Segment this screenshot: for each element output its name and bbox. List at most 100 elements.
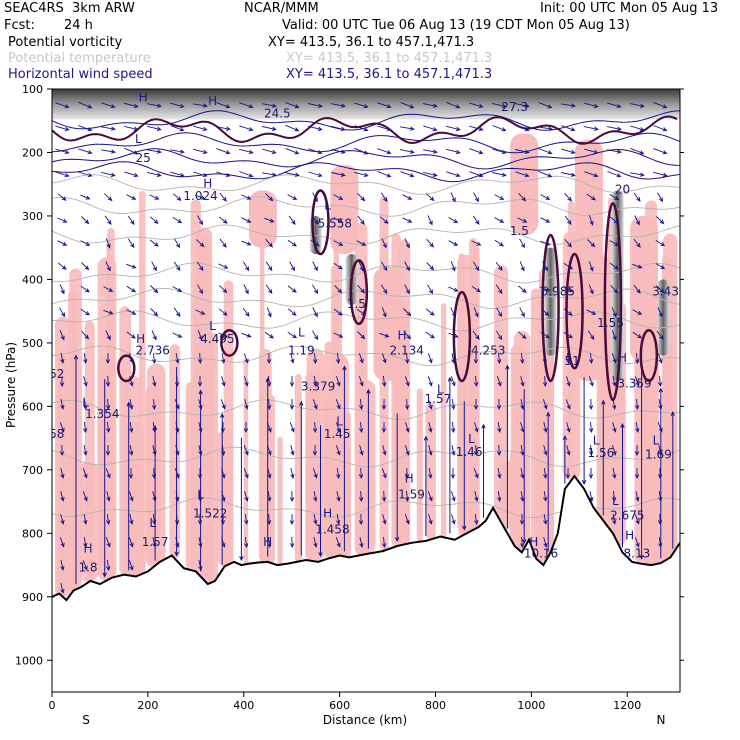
wind-vector <box>497 422 502 433</box>
wind-vector <box>102 379 107 578</box>
wind-vector <box>290 444 295 456</box>
wind-vector <box>289 261 295 272</box>
annotation-label: 3.359 <box>617 376 651 390</box>
wind-vector <box>197 352 203 365</box>
annotation-label: 2.134 <box>390 343 424 357</box>
header-model: SEAC4RS 3km ARW <box>4 1 135 16</box>
wind-vector <box>126 263 137 269</box>
wind-vector <box>426 262 435 271</box>
wind-vector <box>193 103 208 108</box>
wind-vector <box>151 330 157 341</box>
wind-vector <box>60 514 65 525</box>
shade-streak <box>498 459 513 530</box>
wind-vector <box>400 171 415 178</box>
wind-vector <box>333 262 343 270</box>
wind-vector <box>105 261 111 272</box>
wind-vector <box>175 353 180 364</box>
wind-vector <box>633 238 641 248</box>
wind-vector <box>394 413 400 543</box>
wind-vector <box>609 216 619 224</box>
wind-vector <box>336 467 341 480</box>
wind-vector <box>609 194 620 201</box>
wind-vector <box>239 171 254 178</box>
wind-vector <box>543 491 548 502</box>
theta-contour <box>52 174 680 195</box>
theta-contour <box>52 399 680 420</box>
wind-vector <box>612 399 617 410</box>
wind-vector <box>494 217 505 223</box>
wind-vector <box>404 514 410 525</box>
wind-vector <box>581 377 587 485</box>
wind-vector <box>78 171 93 178</box>
wind-vector <box>494 194 505 200</box>
annotation-label: 20 <box>615 183 630 197</box>
shade-streak <box>207 332 218 582</box>
wind-vector <box>129 376 134 387</box>
wind-vector <box>265 261 273 272</box>
wind-vector <box>588 398 594 411</box>
y-tick-label: 500 <box>22 337 43 350</box>
wind-vector <box>83 376 88 387</box>
wind-vector <box>423 149 438 154</box>
wind-vector <box>308 103 323 108</box>
wind-vector <box>450 468 456 480</box>
wind-vector <box>244 376 249 387</box>
wind-vector <box>657 192 664 203</box>
annotation-label: H <box>397 329 406 343</box>
wind-vector <box>354 102 369 109</box>
wind-vector <box>658 353 663 364</box>
wind-vector <box>358 376 364 387</box>
x-tick-label: 1200 <box>613 699 641 712</box>
wind-vector <box>589 444 594 457</box>
wind-vector <box>472 330 480 340</box>
wind-vector <box>519 261 525 272</box>
wind-vector <box>312 261 318 272</box>
wind-vector <box>82 491 88 502</box>
wind-vector <box>218 308 228 316</box>
wind-vector <box>492 172 507 177</box>
wind-vector <box>105 537 111 548</box>
wind-vector <box>239 437 244 562</box>
wind-vector <box>630 172 645 177</box>
annotation-label: 4.253 <box>471 343 505 357</box>
wind-vector <box>331 149 346 154</box>
wind-vector <box>405 422 410 433</box>
wind-vector <box>515 125 530 132</box>
wind-vector <box>377 125 392 132</box>
wind-vector <box>519 514 525 526</box>
wind-vector <box>267 536 272 549</box>
header-fcst-value: 24 h <box>64 18 93 33</box>
annotation-label: 1.19 <box>288 343 315 357</box>
wind-vector <box>342 365 347 552</box>
wind-vector <box>243 468 249 479</box>
wind-vector <box>403 308 412 317</box>
wind-vector <box>587 330 595 341</box>
annotation-label: H <box>405 472 414 486</box>
pv-contour <box>541 233 560 383</box>
wind-vector <box>289 376 295 388</box>
wind-vector <box>243 284 249 295</box>
wind-vector <box>59 444 65 457</box>
wind-vector <box>469 125 484 131</box>
shade-streak <box>223 280 234 565</box>
wind-vector <box>634 514 640 525</box>
wind-vector <box>446 148 461 154</box>
wind-vector <box>127 215 135 225</box>
pv-contour <box>117 354 136 383</box>
wind-vector <box>428 445 433 456</box>
wind-vector <box>564 239 572 248</box>
wind-vector <box>543 514 548 525</box>
wind-vector <box>55 171 70 178</box>
wind-vector <box>634 215 640 226</box>
annotation-label: 1.45 <box>324 427 351 441</box>
wind-vector <box>335 399 341 410</box>
wind-vector <box>174 367 179 557</box>
wind-vector <box>450 376 456 387</box>
annotation-label: 1.57 <box>425 392 452 406</box>
wind-vector <box>405 490 410 503</box>
wind-vector <box>451 445 456 456</box>
wind-vector <box>653 101 668 109</box>
wind-vector <box>563 308 573 316</box>
wind-vector <box>469 148 484 155</box>
